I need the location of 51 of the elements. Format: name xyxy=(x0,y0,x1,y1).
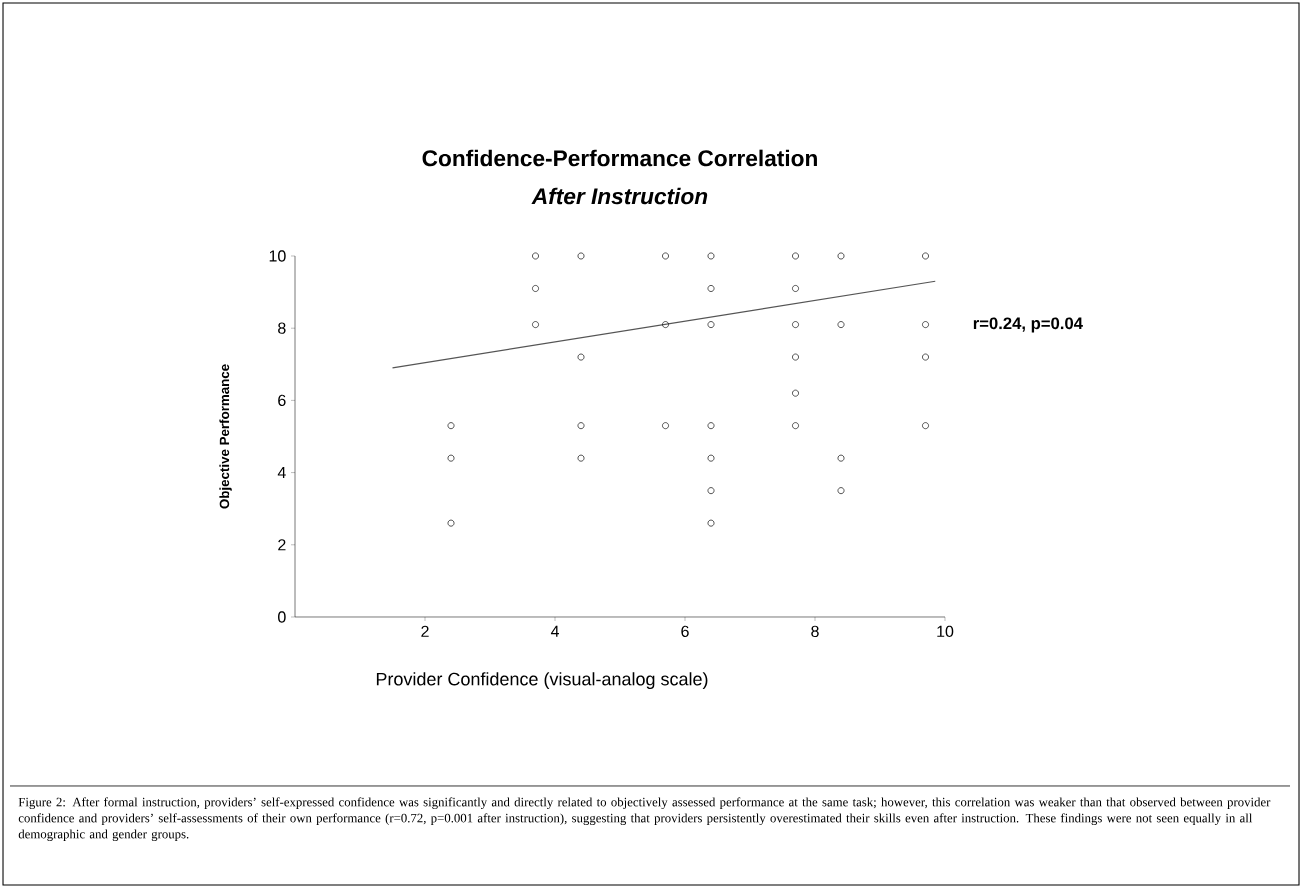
point xyxy=(922,321,929,328)
point xyxy=(707,285,715,292)
point xyxy=(707,454,715,462)
y-tick-label: 10 xyxy=(269,250,286,262)
point xyxy=(447,454,455,462)
point xyxy=(792,389,799,397)
x-tick-label: 6 xyxy=(681,625,689,638)
point xyxy=(792,252,799,260)
y-tick-label: 6 xyxy=(278,394,286,407)
y-tick-label: 8 xyxy=(278,322,286,334)
y-tick-label: 0 xyxy=(278,611,286,623)
point xyxy=(792,285,799,292)
point xyxy=(837,252,845,260)
point xyxy=(922,252,929,260)
point xyxy=(447,422,455,430)
point xyxy=(922,422,929,430)
x-tick-label: 2 xyxy=(421,625,429,637)
y-axis-title: Objective Performance xyxy=(219,364,232,509)
point xyxy=(792,353,799,361)
text: r=0.24, p=0.04 xyxy=(973,317,1083,333)
point xyxy=(662,252,669,260)
point xyxy=(577,252,585,260)
point xyxy=(792,422,799,430)
y-tick-label: 4 xyxy=(277,467,286,479)
point xyxy=(532,321,539,328)
point xyxy=(707,487,715,495)
caption: Figure 2: After formal instruction, providers’ self-expressed confidence was significantly and directly related to objectively assessed performance at the same task; however, this correlation was weaker than that observed between provider confidence and providers’ self-assessments of their own performance (r=0.72, p=0.001 after instruction), suggesting that providers persistently overestimated their skills even after instruction. These findings were not seen equally in all demographic and gender groups. xyxy=(18,797,1271,842)
point xyxy=(662,321,669,328)
point xyxy=(447,519,455,527)
y-tick-label: 2 xyxy=(278,539,286,551)
point xyxy=(532,252,539,260)
point xyxy=(577,422,585,430)
point xyxy=(922,353,929,361)
chart-title: Confidence-Performance Correlation xyxy=(422,149,817,167)
x-tick-label: 4 xyxy=(550,625,559,637)
point xyxy=(577,454,585,462)
point xyxy=(662,422,669,430)
x-axis-title: Provider Confidence (visual-analog scale) xyxy=(376,672,708,690)
point xyxy=(577,353,585,361)
x-tick-label: 10 xyxy=(937,625,954,638)
point xyxy=(707,519,715,527)
point xyxy=(837,487,845,495)
point xyxy=(837,321,845,328)
chart-subtitle: After Instruction xyxy=(531,187,708,205)
point xyxy=(532,285,539,292)
point xyxy=(837,454,845,462)
point xyxy=(792,321,799,328)
point xyxy=(707,252,715,260)
point xyxy=(707,321,715,328)
x-tick-label: 8 xyxy=(811,625,819,638)
point xyxy=(707,422,715,430)
